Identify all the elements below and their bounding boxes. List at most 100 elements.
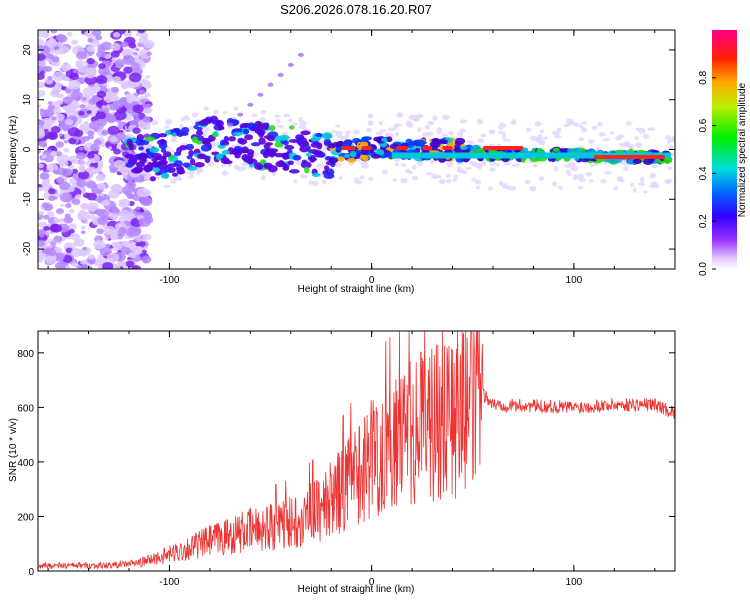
heat-blob: [165, 118, 173, 125]
heat-blob: [490, 129, 496, 134]
heat-blob: [146, 51, 152, 56]
heat-blob: [344, 154, 351, 158]
heat-blob: [88, 98, 97, 105]
heat-blob: [667, 166, 672, 170]
heat-blob: [495, 163, 501, 167]
heat-blob: [350, 150, 357, 158]
heat-blob: [71, 198, 81, 206]
heat-blob: [38, 81, 46, 89]
heat-blob: [107, 125, 120, 136]
heat-blob: [171, 132, 177, 137]
heat-blob: [456, 168, 461, 173]
heat-blob: [183, 117, 191, 121]
heat-blob: [501, 132, 507, 139]
heat-blob: [125, 260, 135, 268]
heat-blob: [123, 66, 133, 74]
heat-blob: [338, 135, 344, 139]
heat-blob: [289, 169, 300, 174]
heat-blob: [281, 153, 290, 160]
heat-blob: [355, 179, 362, 185]
heat-blob: [603, 161, 608, 165]
snr-x-ticks: -100 0 100: [47, 331, 656, 588]
heat-blob: [94, 84, 100, 89]
spectrogram-y-tick-label: -20: [22, 241, 33, 256]
heat-blob: [632, 187, 637, 193]
heat-blob: [580, 121, 588, 125]
heat-blob: [170, 178, 177, 184]
heat-blob: [137, 152, 149, 160]
heat-blob: [651, 164, 658, 169]
heat-blob: [240, 146, 249, 153]
colorbar-gradient: [712, 30, 737, 269]
snr-x-tick-label: -100: [159, 577, 179, 588]
heat-blob: [45, 230, 51, 235]
heat-blob: [191, 112, 199, 118]
heat-blob: [70, 91, 83, 101]
heat-blob: [469, 160, 475, 165]
heat-blob: [459, 128, 466, 133]
heat-blob: [335, 124, 341, 128]
heat-blob: [633, 136, 639, 141]
heat-blob: [108, 211, 119, 220]
heat-blob: [233, 106, 239, 111]
heat-blob: [120, 41, 129, 48]
heat-blob: [447, 142, 456, 147]
colorbar-tick-label: 0.6: [698, 118, 709, 132]
heat-blob: [222, 111, 228, 115]
heat-blob: [604, 170, 612, 175]
heat-blob: [598, 132, 606, 137]
heat-blob: [68, 138, 77, 145]
heat-blob: [52, 71, 66, 82]
heat-peak: [361, 146, 372, 151]
heat-blob: [70, 39, 78, 45]
heat-blob: [162, 151, 172, 158]
heat-blob: [196, 170, 201, 175]
heat-blob: [232, 131, 243, 137]
heat-blob: [42, 123, 52, 130]
heat-blob: [63, 216, 74, 224]
colorbar-label: Normalized spectral amplitude: [737, 82, 748, 217]
heat-blob: [109, 233, 119, 241]
heat-blob: [133, 235, 143, 242]
heat-blob: [260, 174, 266, 181]
heat-blob: [359, 175, 366, 180]
heat-blob: [59, 203, 65, 208]
heat-blob: [448, 131, 454, 136]
heat-blob: [237, 166, 244, 172]
heat-peak: [395, 146, 409, 151]
heat-blob: [86, 58, 95, 65]
heat-blob: [201, 131, 208, 137]
spectrogram-y-tick-label: 10: [22, 94, 33, 106]
heat-blob: [263, 162, 273, 169]
heat-blob: [361, 136, 369, 143]
heat-blob: [220, 164, 227, 168]
heat-blob: [101, 105, 107, 109]
heat-blob: [131, 265, 142, 269]
heat-blob: [57, 41, 64, 48]
heat-blob: [58, 133, 63, 137]
heat-blob: [77, 249, 86, 256]
heat-blob: [312, 172, 321, 178]
heat-blob: [123, 32, 129, 37]
heat-blob: [196, 153, 207, 160]
heat-blob: [254, 129, 263, 134]
heat-blob: [335, 162, 342, 168]
heat-blob: [228, 136, 236, 142]
heat-blob: [51, 56, 60, 63]
heat-blob: [112, 76, 121, 83]
heat-blob: [268, 124, 276, 131]
heat-blob: [97, 44, 105, 50]
heat-blob: [135, 138, 143, 146]
heat-blob: [292, 122, 298, 127]
heat-blob: [51, 116, 57, 121]
heat-blob: [204, 138, 213, 143]
snr-y-tick-label: 800: [17, 349, 34, 360]
heat-blob: [118, 209, 131, 220]
heat-blob: [338, 176, 344, 180]
heat-blob: [620, 161, 625, 165]
heat-blob: [453, 174, 459, 179]
heat-blob: [569, 164, 578, 170]
heat-blob: [590, 162, 598, 167]
heat-blob: [189, 158, 196, 166]
heat-blob: [86, 110, 92, 114]
